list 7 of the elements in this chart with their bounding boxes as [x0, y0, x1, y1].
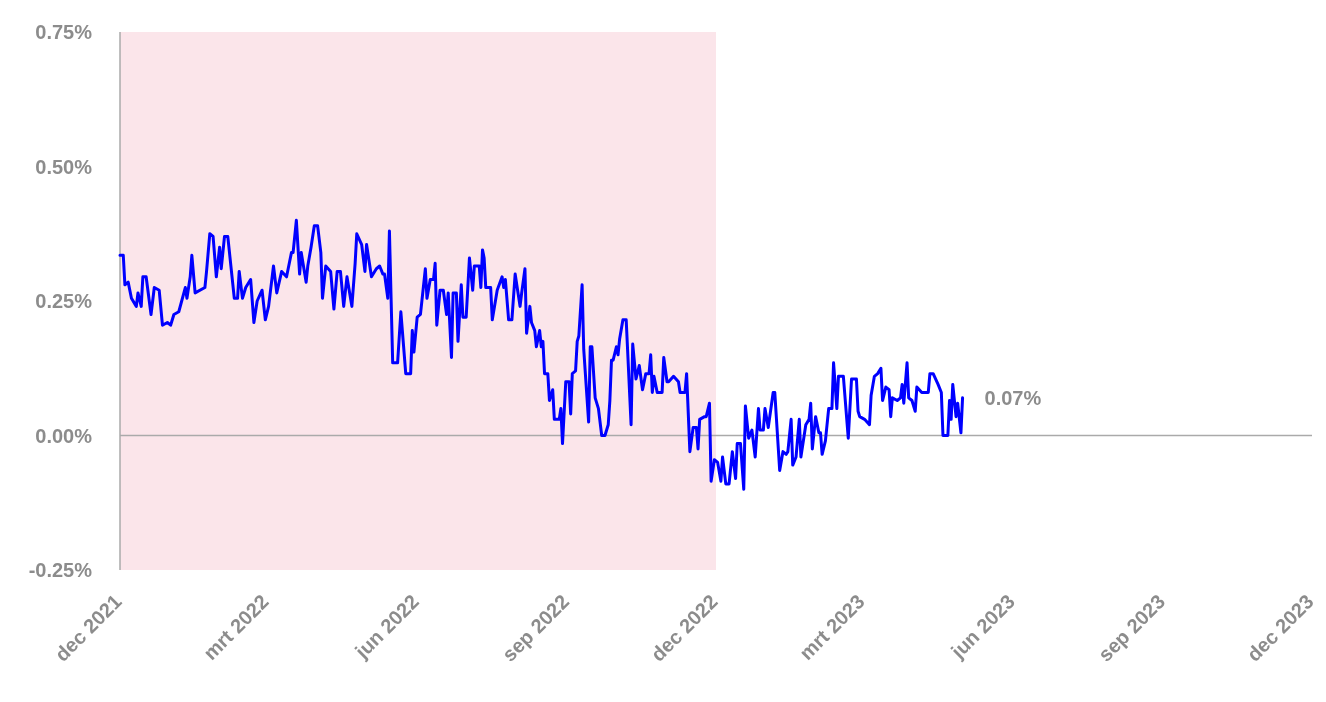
y-tick-label: 0.50%	[35, 155, 93, 178]
annotation: 0.07%	[984, 386, 1042, 409]
y-tick-label: 0.25%	[35, 290, 93, 312]
y-tick-label: 0.75%	[35, 21, 93, 43]
y-tick-label: 0.00%	[35, 424, 93, 447]
y-tick-label: -0.25%	[28, 559, 93, 581]
line-series	[118, 218, 965, 491]
